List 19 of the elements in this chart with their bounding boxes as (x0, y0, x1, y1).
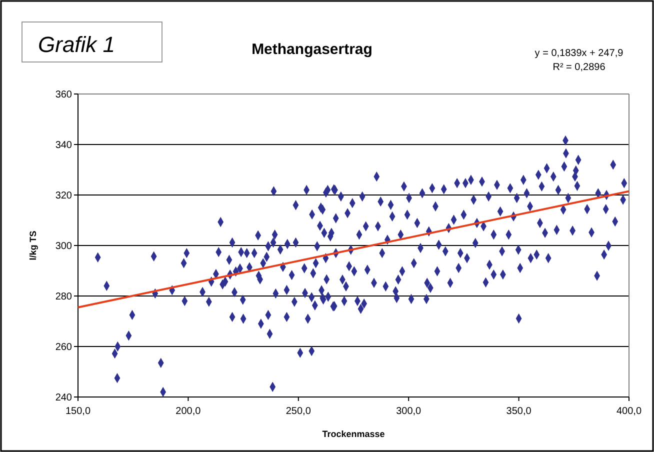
x-tick-label: 200,0 (176, 406, 202, 417)
y-tick-label: 260 (55, 342, 72, 353)
x-tick-label: 300,0 (396, 406, 422, 417)
x-tick-label: 400,0 (616, 406, 642, 417)
x-tick-label: 250,0 (286, 406, 312, 417)
y-tick-label: 320 (55, 190, 72, 202)
chart-title: Methangasertrag (252, 41, 372, 58)
y-tick-label: 360 (55, 90, 72, 100)
y-tick-label: 340 (55, 140, 72, 151)
x-tick-label: 150,0 (65, 406, 91, 417)
text: Grafik 1 (38, 32, 116, 57)
y-axis-title: l/kg TS (28, 230, 38, 260)
x-tick-label: 350,0 (506, 406, 532, 417)
y-tick-label: 280 (55, 292, 72, 302)
text: y = 0,1839x + 247,9 (534, 48, 624, 59)
y-tick-label: 240 (55, 392, 72, 404)
x-axis-title: Trockenmasse (322, 429, 385, 439)
y-tick-label: 300 (55, 241, 72, 252)
text: R² = 0,2896 (552, 62, 606, 73)
